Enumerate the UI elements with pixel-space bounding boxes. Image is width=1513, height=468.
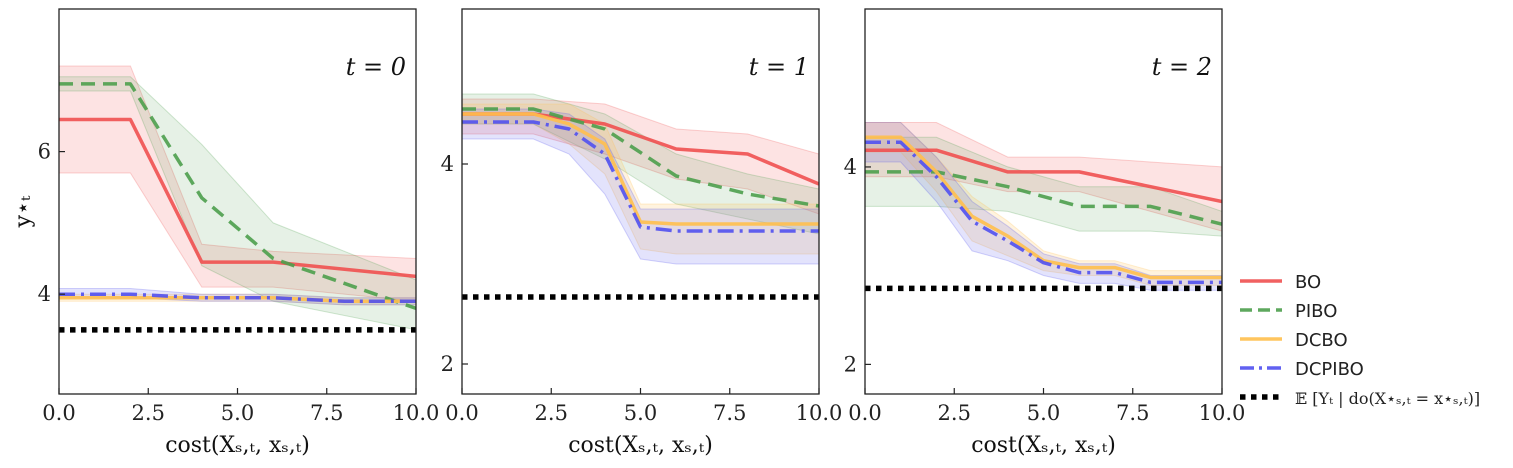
- legend-entry-optimum: 𝔼 [Yₜ | do(X⋆ₛ,ₜ = x⋆ₛ,ₜ)]: [1240, 389, 1480, 408]
- band-pibo: [865, 136, 1222, 237]
- panel-title: t = 1: [749, 53, 809, 81]
- x-tick-label: 2.5: [938, 401, 971, 425]
- legend-label: DCPIBO: [1295, 359, 1364, 380]
- y-tick-label: 6: [38, 140, 51, 164]
- y-axis-label: y⋆ₜ: [11, 195, 36, 228]
- series-line-bo: [59, 117, 416, 279]
- x-tick-label: 0.0: [42, 401, 75, 425]
- series-line-dcpibo: [59, 292, 416, 304]
- legend-entry-pibo: PIBO: [1240, 301, 1337, 322]
- series-line-dcpibo: [865, 140, 1222, 285]
- x-tick-label: 5.0: [1027, 401, 1060, 425]
- series-line-dcbo: [462, 112, 819, 226]
- y-tick-label: 2: [441, 352, 454, 376]
- x-axis-label: cost(Xₛ,ₜ, xₛ,ₜ): [971, 433, 1116, 458]
- chart-panel-1: 0.0 2.5 5.0 7.5 10.0 2 4 t = 1 cost(Xₛ,ₜ, xₛ,ₜ): [441, 8, 843, 458]
- x-tick-label: 10.0: [1199, 401, 1246, 425]
- panel-title: t = 0: [346, 53, 406, 81]
- band-dcbo: [462, 103, 819, 255]
- series-line-dcpibo: [462, 120, 819, 233]
- x-tick-label: 7.5: [1116, 401, 1149, 425]
- x-tick-label: 0.0: [848, 401, 881, 425]
- band-pibo: [462, 93, 819, 235]
- y-tick-label: 2: [844, 352, 857, 376]
- legend: BO PIBO DCBO DCPIBO 𝔼 [Yₜ | do(X⋆ₛ,ₜ = x⋆ₛ,ₜ…: [1240, 272, 1480, 408]
- panel-title: t = 2: [1152, 53, 1212, 81]
- series-line-pibo: [865, 170, 1222, 226]
- chart-panels: 0.0 2.5 5.0 7.5 10.0 4 6 t = 0 cost(Xₛ,ₜ, xₛ,ₜ) y…: [11, 8, 1246, 458]
- y-tick-label: 4: [844, 155, 857, 179]
- legend-label: BO: [1295, 272, 1321, 293]
- x-axis-label: cost(Xₛ,ₜ, xₛ,ₜ): [568, 433, 713, 458]
- x-tick-label: 5.0: [221, 401, 254, 425]
- x-tick-label: 10.0: [796, 401, 843, 425]
- x-tick-label: 2.5: [535, 401, 568, 425]
- legend-label: PIBO: [1295, 301, 1337, 322]
- plot-area: [865, 122, 1222, 292]
- series-line-pibo: [462, 107, 819, 208]
- legend-entry-bo: BO: [1240, 272, 1321, 293]
- chart-panel-0: 0.0 2.5 5.0 7.5 10.0 4 6 t = 0 cost(Xₛ,ₜ, xₛ,ₜ) y…: [11, 8, 440, 458]
- band-bo: [59, 65, 416, 302]
- x-tick-label: 0.0: [445, 401, 478, 425]
- legend-entry-dcpibo: DCPIBO: [1240, 359, 1364, 380]
- y-tick-label: 4: [38, 282, 51, 306]
- x-tick-label: 2.5: [132, 401, 165, 425]
- y-tick-label: 4: [441, 152, 454, 176]
- series-line-bo: [865, 148, 1222, 204]
- x-tick-label: 10.0: [393, 401, 440, 425]
- x-tick-label: 7.5: [713, 401, 746, 425]
- x-tick-label: 5.0: [624, 401, 657, 425]
- band-bo: [462, 98, 819, 215]
- legend-entry-dcbo: DCBO: [1240, 330, 1348, 351]
- legend-label: DCBO: [1295, 330, 1348, 351]
- chart-panel-2: 0.0 2.5 5.0 7.5 10.0 2 4 t = 2 cost(Xₛ,ₜ, xₛ,ₜ): [844, 8, 1246, 458]
- x-axis-label: cost(Xₛ,ₜ, xₛ,ₜ): [165, 433, 310, 458]
- plot-area: [462, 93, 819, 300]
- legend-label: 𝔼 [Yₜ | do(X⋆ₛ,ₜ = x⋆ₛ,ₜ)]: [1295, 389, 1480, 408]
- plot-area: [59, 65, 416, 333]
- x-tick-label: 7.5: [310, 401, 343, 425]
- series-line-pibo: [59, 82, 416, 311]
